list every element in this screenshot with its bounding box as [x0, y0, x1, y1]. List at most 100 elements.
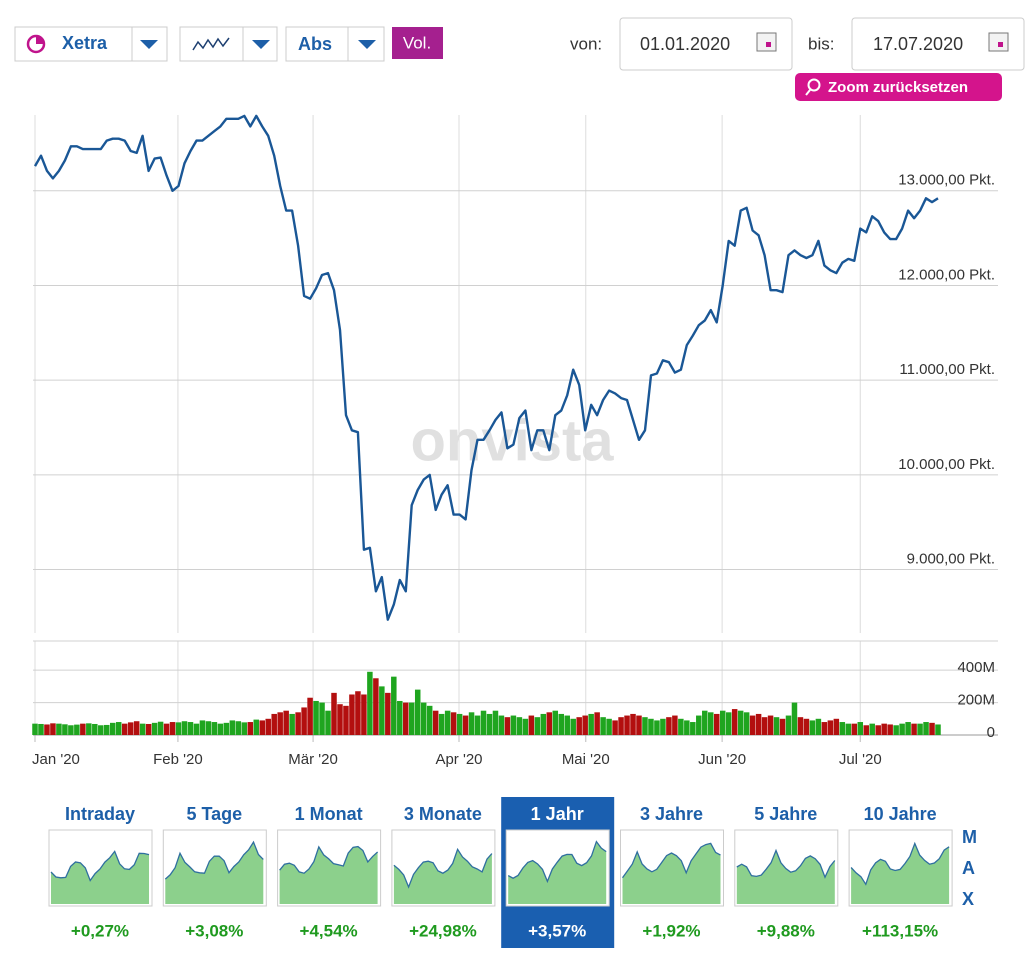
volume-bar — [169, 722, 176, 735]
input-box[interactable] — [619, 17, 793, 71]
volume-bar — [827, 720, 834, 735]
volume-button[interactable]: Vol. — [392, 27, 443, 59]
x-tick-label: Jul '20 — [839, 751, 882, 768]
volume-bar — [259, 720, 265, 735]
period-label: 5 Jahre — [754, 804, 817, 824]
volume-bar — [307, 697, 313, 735]
price-line — [33, 114, 939, 621]
period-tile[interactable]: 5 Tage +3,08% — [162, 804, 267, 941]
period-label: 10 Jahre — [864, 804, 937, 824]
sparkline-area — [508, 841, 607, 904]
volume-bar — [229, 720, 236, 735]
volume-bar — [175, 722, 182, 735]
period-tile[interactable]: 1 Jahr +3,57% — [501, 797, 615, 948]
volume-bar — [301, 707, 307, 735]
volume-bar — [791, 702, 798, 735]
volume-bar — [929, 722, 935, 735]
volume-bar — [223, 722, 230, 735]
volume-bar — [510, 715, 517, 735]
volume-bar — [44, 724, 50, 735]
volume-bar — [678, 718, 684, 735]
period-change: +3,57% — [528, 921, 586, 940]
from-date-input[interactable]: 01.01.2020 — [619, 17, 793, 71]
y-tick-label: 200M — [957, 692, 995, 709]
volume-bar — [702, 710, 708, 735]
reset-zoom-button[interactable]: Zoom zurücksetzen — [795, 73, 1002, 101]
volume-bar — [373, 678, 379, 735]
volume-bar — [241, 722, 248, 735]
volume-bar — [911, 723, 917, 735]
volume-bar — [62, 724, 68, 735]
volume-bar — [731, 709, 738, 735]
button-bg[interactable] — [795, 73, 1002, 101]
period-tile[interactable]: 3 Jahre +1,92% — [620, 804, 724, 941]
sparkline-area — [736, 850, 835, 904]
volume-bar — [319, 702, 325, 735]
volume-bar — [797, 717, 804, 735]
period-change: +3,08% — [185, 921, 243, 940]
watermark: onvista — [410, 408, 614, 473]
reset-zoom-label: Zoom zurücksetzen — [828, 79, 968, 96]
period-tile[interactable]: 1 Monat +4,54% — [277, 804, 382, 941]
period-change: +113,15% — [862, 921, 938, 940]
volume-bar — [857, 722, 864, 735]
volume-bar — [582, 715, 588, 735]
y-tick-label: 12.000,00 Pkt. — [898, 266, 995, 283]
volume-bar — [785, 715, 792, 735]
volume-bar — [618, 717, 624, 735]
exchange-select[interactable]: Xetra — [14, 26, 168, 62]
period-tile[interactable]: Intraday +0,27% — [48, 804, 153, 941]
pie-icon-slice — [36, 36, 44, 44]
to-date-input[interactable]: 17.07.2020 — [851, 17, 1025, 71]
zoom-icon — [807, 78, 821, 92]
volume-bar — [199, 720, 206, 735]
volume-bar — [905, 722, 911, 735]
period-change: +4,54% — [300, 921, 358, 940]
volume-bar — [163, 723, 170, 735]
y-tick-label: 13.000,00 Pkt. — [898, 172, 995, 189]
chart-type-select[interactable] — [179, 26, 278, 62]
volume-bar — [127, 722, 134, 735]
dropdown-arrow — [358, 40, 376, 49]
volume-bar — [492, 710, 499, 735]
volume-bar — [115, 722, 122, 735]
volume-bar — [265, 718, 271, 735]
period-tile[interactable]: 3 Monate +24,98% — [391, 804, 496, 941]
to-label: bis: — [808, 34, 834, 53]
volume-bar — [708, 712, 714, 735]
to-date: 17.07.2020 — [873, 34, 963, 54]
volume-bar — [528, 715, 535, 735]
volume-bar — [414, 689, 421, 735]
sparkline-area — [165, 842, 264, 904]
period-tile[interactable]: 10 Jahre +113,15% — [848, 804, 953, 941]
volume-bar — [845, 723, 852, 735]
volume-bar — [851, 723, 858, 735]
input-box[interactable] — [851, 17, 1025, 71]
volume-bar — [761, 717, 768, 735]
mode-label: Abs — [298, 34, 332, 54]
max-period[interactable]: MAX — [962, 827, 977, 909]
volume-bar — [139, 723, 146, 735]
period-tile[interactable]: 5 Jahre +9,88% — [734, 804, 839, 941]
volume-label: Vol. — [403, 33, 431, 52]
volume-bar — [564, 715, 570, 735]
volume-bar — [713, 713, 720, 735]
volume-bar — [337, 704, 343, 735]
volume-bar — [887, 724, 893, 735]
volume-bar — [923, 722, 929, 735]
volume-bar — [247, 722, 254, 735]
exchange-label: Xetra — [62, 33, 108, 53]
sparkline — [164, 840, 264, 880]
volume-bar — [648, 718, 654, 735]
volume-bar — [600, 717, 606, 735]
volume-bar — [157, 721, 164, 735]
button-bg[interactable] — [392, 27, 443, 59]
mode-select[interactable]: Abs — [285, 26, 385, 62]
volume-bar — [755, 713, 762, 735]
y-tick-label: 9.000,00 Pkt. — [907, 551, 995, 568]
volume-bar — [516, 717, 523, 735]
volume-bar — [271, 713, 277, 735]
volume-bar — [654, 720, 660, 735]
period-label: Intraday — [65, 804, 135, 824]
volume-bar — [217, 723, 224, 735]
